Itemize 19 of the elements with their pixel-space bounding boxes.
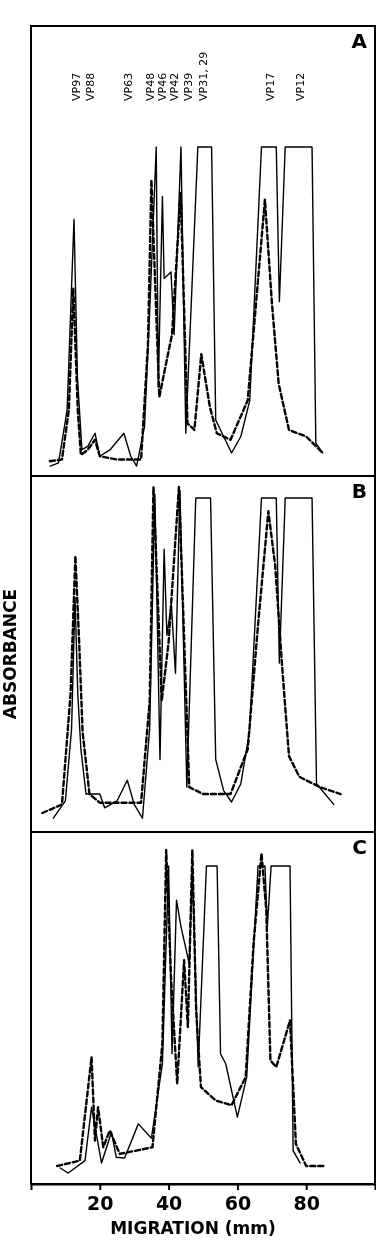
text: VP39 bbox=[182, 72, 195, 101]
x-tick-label: 20 bbox=[87, 1192, 114, 1215]
text: VP88 bbox=[84, 72, 97, 101]
chart-title: B bbox=[351, 479, 367, 503]
text: VP46 bbox=[156, 72, 169, 101]
text: VP48 bbox=[144, 72, 157, 101]
x-tick-label: 80 bbox=[293, 1192, 320, 1215]
x-tick-label: 60 bbox=[224, 1192, 252, 1215]
x-tick-label: 40 bbox=[155, 1192, 183, 1215]
chart-title: C bbox=[352, 835, 367, 859]
text: VP97 bbox=[70, 72, 83, 101]
chart-title: A bbox=[351, 29, 368, 53]
x-axis-title: MIGRATION (mm) bbox=[110, 1218, 276, 1238]
text: VP31, 29 bbox=[197, 51, 210, 101]
text: VP63 bbox=[122, 72, 135, 101]
text: VP42 bbox=[168, 72, 181, 101]
y-axis-title: ABSORBANCE bbox=[0, 588, 20, 720]
text: VP12 bbox=[294, 72, 307, 101]
text: VP17 bbox=[264, 72, 277, 101]
